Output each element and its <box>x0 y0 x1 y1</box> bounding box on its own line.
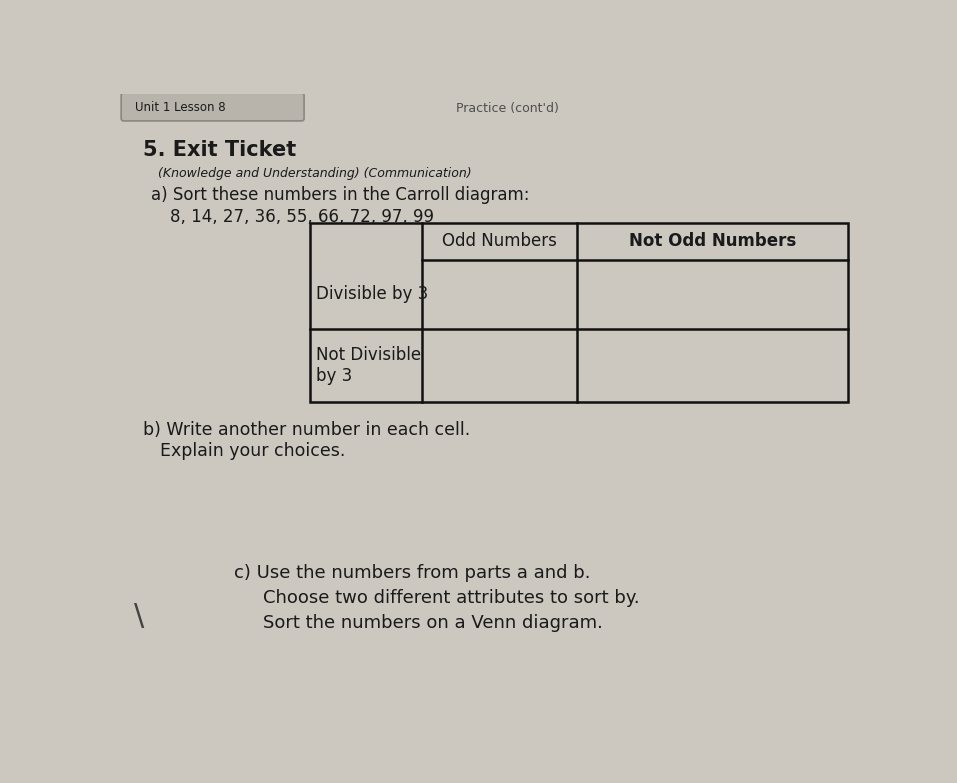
FancyBboxPatch shape <box>122 93 304 121</box>
Text: \: \ <box>134 602 144 631</box>
Text: 5. Exit Ticket: 5. Exit Ticket <box>143 140 296 161</box>
Text: Explain your choices.: Explain your choices. <box>160 442 345 460</box>
Text: c) Use the numbers from parts a and b.: c) Use the numbers from parts a and b. <box>234 564 590 582</box>
Text: (Knowledge and Understanding) (Communication): (Knowledge and Understanding) (Communica… <box>158 167 472 180</box>
Text: Divisible by 3: Divisible by 3 <box>316 285 428 303</box>
Text: Not Odd Numbers: Not Odd Numbers <box>629 233 796 251</box>
Text: Choose two different attributes to sort by.: Choose two different attributes to sort … <box>263 589 639 607</box>
Text: a) Sort these numbers in the Carroll diagram:: a) Sort these numbers in the Carroll dia… <box>150 186 529 204</box>
Bar <box>309 223 848 402</box>
Text: Unit 1 Lesson 8: Unit 1 Lesson 8 <box>135 100 226 114</box>
Text: 8, 14, 27, 36, 55, 66, 72, 97, 99: 8, 14, 27, 36, 55, 66, 72, 97, 99 <box>170 208 434 226</box>
Text: Not Divisible
by 3: Not Divisible by 3 <box>316 346 421 384</box>
Text: b) Write another number in each cell.: b) Write another number in each cell. <box>143 421 470 439</box>
Text: Odd Numbers: Odd Numbers <box>442 233 557 251</box>
Text: Practice (cont'd): Practice (cont'd) <box>456 102 559 114</box>
Text: Sort the numbers on a Venn diagram.: Sort the numbers on a Venn diagram. <box>263 615 603 633</box>
